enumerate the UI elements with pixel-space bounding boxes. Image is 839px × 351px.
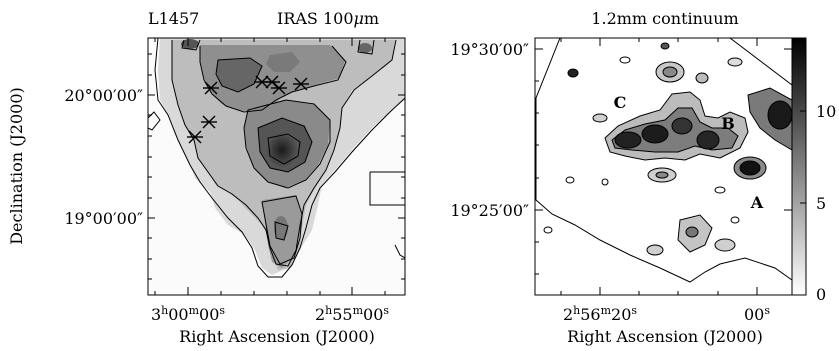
left-title-source: L1457: [148, 9, 199, 28]
source-marker: [201, 115, 217, 129]
right-panel: 1.2mm continuum: [450, 9, 836, 346]
left-ytick-label: 20°00′00″: [64, 86, 143, 105]
left-ytick-label: 19°00′00″: [64, 209, 143, 228]
left-tick-marks: [148, 38, 405, 295]
y-axis-label: Declination (J2000): [7, 87, 26, 245]
iras-map-image: [148, 38, 405, 295]
left-xtick-label: 3h00m00s: [151, 304, 225, 324]
source-marker: [203, 81, 219, 95]
source-label-b: B: [721, 114, 735, 133]
left-x-axis-label: Right Ascension (J2000): [179, 327, 375, 346]
right-ytick-label: 19°30′00″: [450, 40, 529, 59]
colorbar-tick-label: 10: [816, 102, 836, 121]
left-title-band: IRAS 100μm: [277, 9, 379, 28]
source-label-c: C: [614, 93, 627, 112]
left-panel: L1457 IRAS 100μm: [7, 9, 406, 346]
source-marker: [293, 77, 309, 91]
right-x-axis-label: Right Ascension (J2000): [567, 327, 763, 346]
source-marker: [187, 130, 203, 144]
right-xtick-label: 2h56m20s: [563, 304, 637, 324]
right-title: 1.2mm continuum: [591, 9, 738, 28]
continuum-emission: [543, 42, 793, 256]
colorbar-ticks: [792, 110, 806, 296]
source-label-a: A: [750, 193, 764, 212]
source-marker: [271, 81, 287, 95]
colorbar-tick-label: 0: [816, 285, 826, 304]
colorbar-tick-label: 5: [816, 194, 826, 213]
right-tick-marks: [535, 38, 792, 295]
left-xtick-label: 2h55m00s: [315, 304, 389, 324]
left-axes-frame: [147, 37, 406, 296]
right-ytick-label: 19°25′00″: [450, 201, 529, 220]
right-xtick-label: 00s: [744, 304, 770, 324]
colorbar: [791, 37, 807, 296]
iras-point-sources: [187, 75, 309, 144]
source-marker: [264, 75, 280, 89]
